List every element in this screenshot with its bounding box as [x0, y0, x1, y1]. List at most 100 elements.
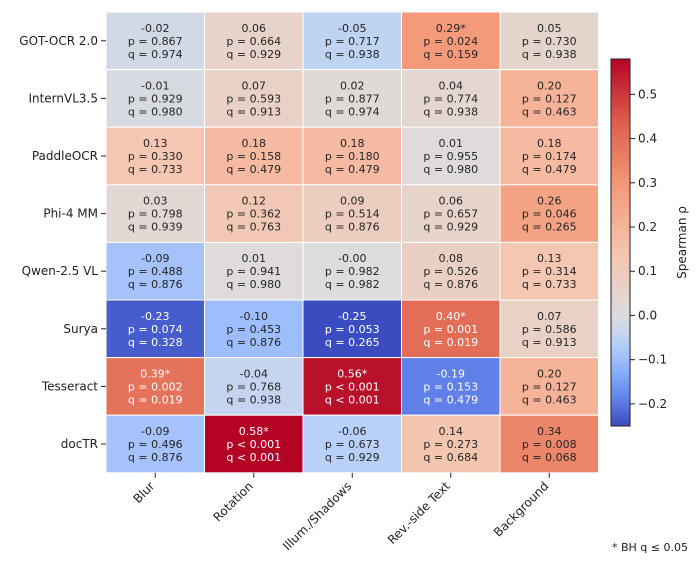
heatmap-cell: [401, 299, 501, 359]
cell-value-label: -0.19: [437, 367, 465, 380]
cell-q-label: q = 0.876: [325, 221, 380, 234]
cell-q-label: q = 0.980: [226, 278, 281, 291]
cell-value-label: 0.20: [537, 367, 562, 380]
column-label: Illum./Shadows: [280, 479, 354, 553]
heatmap-cell: [401, 11, 501, 71]
colorbar-tick-label: 0.3: [638, 176, 657, 190]
cell-p-label: p = 0.717: [325, 35, 380, 48]
cell-value-label: 0.18: [340, 137, 365, 150]
cell-q-label: q = 0.982: [325, 278, 380, 291]
cell-value-label: -0.10: [240, 310, 268, 323]
cell-value-label: 0.05: [537, 22, 562, 35]
cell-q-label: q = 0.876: [128, 451, 183, 464]
cell-q-label: q = 0.328: [128, 336, 183, 349]
cell-p-label: p = 0.730: [522, 35, 577, 48]
cell-p-label: p = 0.798: [128, 208, 183, 221]
cell-p-label: p = 0.127: [522, 92, 577, 105]
cell-value-label: -0.04: [240, 367, 268, 380]
colorbar-tick-label: 0.4: [638, 132, 657, 146]
cell-value-label: -0.01: [141, 79, 169, 92]
column-label: Background: [491, 479, 552, 540]
heatmap-cell: [204, 414, 304, 474]
column-label: Rev.-side Text: [385, 479, 453, 547]
cell-value-label: 0.39*: [140, 367, 170, 380]
cell-q-label: q = 0.929: [226, 48, 281, 61]
cell-q-label: q < 0.001: [325, 393, 380, 406]
cell-value-label: 0.56*: [337, 367, 367, 380]
heatmap-cell: [204, 184, 304, 243]
cell-p-label: p = 0.955: [423, 150, 478, 163]
cell-value-label: -0.05: [338, 22, 366, 35]
cell-p-label: p = 0.514: [325, 208, 380, 221]
colorbar-tick-label: 0.5: [638, 87, 657, 101]
cell-q-label: q = 0.463: [522, 393, 577, 406]
heatmap-cell: [401, 414, 501, 474]
heatmap-cell: [499, 414, 599, 474]
heatmap-cell: [204, 126, 304, 186]
cell-p-label: p = 0.127: [522, 380, 577, 393]
row-label: docTR: [61, 437, 98, 451]
colorbar: −0.2 −0.1 0.0 0.1 0.2 0.3 0.4 0.5 Spearman ρ: [610, 58, 689, 427]
cell-p-label: p = 0.982: [325, 265, 380, 278]
heatmap-cell: [499, 11, 599, 71]
cell-value-label: -0.09: [141, 425, 169, 438]
cell-value-label: -0.23: [141, 310, 169, 323]
cell-p-label: p = 0.877: [325, 92, 380, 105]
cell-value-label: 0.13: [143, 137, 168, 150]
cell-q-label: q = 0.068: [522, 451, 577, 464]
cell-value-label: -0.09: [141, 252, 169, 265]
cell-value-label: -0.00: [338, 252, 366, 265]
cell-p-label: p = 0.593: [226, 92, 281, 105]
cell-value-label: 0.12: [242, 195, 267, 208]
cell-p-label: p = 0.074: [128, 323, 183, 336]
colorbar-tick-label: 0.0: [638, 308, 657, 322]
heatmap-cell: [499, 299, 599, 359]
cell-value-label: -0.02: [141, 22, 169, 35]
heatmap-cell: [105, 11, 205, 71]
cell-p-label: p = 0.867: [128, 35, 183, 48]
cell-q-label: q = 0.265: [522, 221, 577, 234]
heatmap-cell: [499, 69, 599, 128]
cell-q-label: q = 0.479: [226, 163, 281, 176]
cell-q-label: q = 0.939: [128, 221, 183, 234]
column-label: Rotation: [210, 479, 255, 524]
cell-value-label: 0.20: [537, 79, 562, 92]
cell-value-label: 0.18: [537, 137, 562, 150]
cell-q-label: q = 0.974: [128, 48, 183, 61]
cell-value-label: 0.26: [537, 195, 562, 208]
heatmap-cell: [499, 126, 599, 186]
cell-q-label: q = 0.980: [423, 163, 478, 176]
cell-value-label: -0.06: [338, 425, 366, 438]
cell-value-label: 0.14: [439, 425, 464, 438]
cell-p-label: p = 0.153: [423, 380, 478, 393]
cell-value-label: 0.06: [439, 195, 464, 208]
cell-q-label: q = 0.876: [128, 278, 183, 291]
cell-value-label: 0.07: [537, 310, 562, 323]
heatmap-cell: [204, 299, 304, 359]
row-label: Phi-4 MM: [43, 207, 98, 221]
cell-q-label: q = 0.938: [522, 48, 577, 61]
cell-value-label: 0.58*: [239, 425, 269, 438]
cell-value-label: 0.13: [537, 252, 562, 265]
colorbar-tick-label: 0.1: [638, 264, 657, 278]
cell-value-label: 0.29*: [436, 22, 466, 35]
cell-value-label: 0.34: [537, 425, 562, 438]
cell-p-label: p = 0.488: [128, 265, 183, 278]
row-label: GOT-OCR 2.0: [19, 34, 98, 48]
cell-p-label: p = 0.526: [423, 265, 478, 278]
cell-q-label: q = 0.463: [522, 105, 577, 118]
cell-q-label: q = 0.019: [423, 336, 478, 349]
cell-q-label: q = 0.019: [128, 393, 183, 406]
cell-value-label: 0.40*: [436, 310, 466, 323]
cell-p-label: p = 0.453: [226, 323, 281, 336]
cell-p-label: p = 0.024: [423, 35, 478, 48]
row-label: Surya: [63, 322, 98, 336]
cell-q-label: q = 0.974: [325, 105, 380, 118]
heatmap-cell: [499, 241, 599, 301]
heatmap-cell: [302, 69, 402, 128]
cell-value-label: 0.02: [340, 79, 365, 92]
cell-p-label: p = 0.002: [128, 380, 183, 393]
cell-p-label: p = 0.001: [423, 323, 478, 336]
cell-q-label: q = 0.938: [325, 48, 380, 61]
